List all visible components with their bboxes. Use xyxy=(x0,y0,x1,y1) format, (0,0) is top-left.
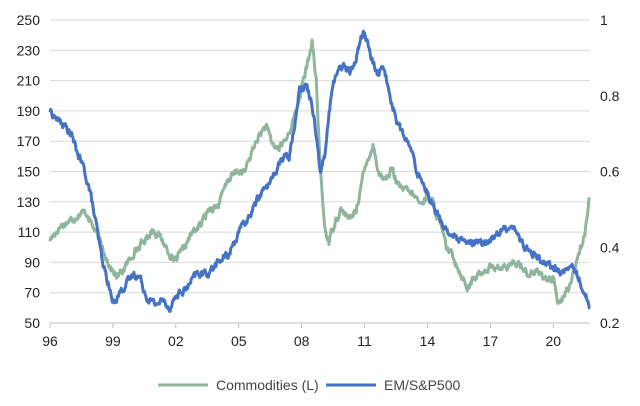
x-tick-label: 02 xyxy=(168,333,184,349)
left-tick-label: 210 xyxy=(17,73,41,89)
x-tick-label: 14 xyxy=(420,333,436,349)
left-tick-label: 250 xyxy=(17,12,41,28)
left-tick-label: 70 xyxy=(24,285,40,301)
right-tick-label: 0.6 xyxy=(600,164,620,180)
right-tick-label: 0.4 xyxy=(600,239,620,255)
x-tick-label: 17 xyxy=(483,333,499,349)
x-tick-label: 08 xyxy=(294,333,310,349)
left-tick-label: 110 xyxy=(18,224,41,240)
x-axis-ticks: 96 99 02 05 08 11 14 17 20 xyxy=(42,323,561,349)
x-tick-label: 05 xyxy=(231,333,247,349)
right-tick-label: 1 xyxy=(600,12,608,28)
x-tick-label: 20 xyxy=(546,333,562,349)
x-tick-label: 99 xyxy=(105,333,121,349)
x-tick-label: 96 xyxy=(42,333,58,349)
right-tick-label: 0.8 xyxy=(600,88,620,104)
left-tick-label: 50 xyxy=(24,315,40,331)
series-lines xyxy=(48,29,591,313)
legend-label-em-sp500: EM/S&P500 xyxy=(384,377,460,393)
left-tick-label: 190 xyxy=(17,103,41,119)
left-tick-label: 130 xyxy=(17,194,41,210)
legend: Commodities (L) EM/S&P500 xyxy=(158,377,460,393)
left-tick-label: 150 xyxy=(17,164,41,180)
x-tick-label: 11 xyxy=(357,333,372,349)
right-tick-label: 0.2 xyxy=(600,315,620,331)
series-line-commodities xyxy=(48,38,591,305)
left-tick-label: 230 xyxy=(17,42,41,58)
left-tick-label: 90 xyxy=(24,254,40,270)
left-tick-label: 170 xyxy=(17,133,41,149)
right-axis-ticks: 0.2 0.4 0.6 0.8 1 xyxy=(600,12,620,331)
left-axis-ticks: 50 70 90 110 130 150 170 190 210 230 250 xyxy=(17,12,41,331)
series-line-em-sp500 xyxy=(48,29,591,313)
legend-label-commodities: Commodities (L) xyxy=(216,377,319,393)
